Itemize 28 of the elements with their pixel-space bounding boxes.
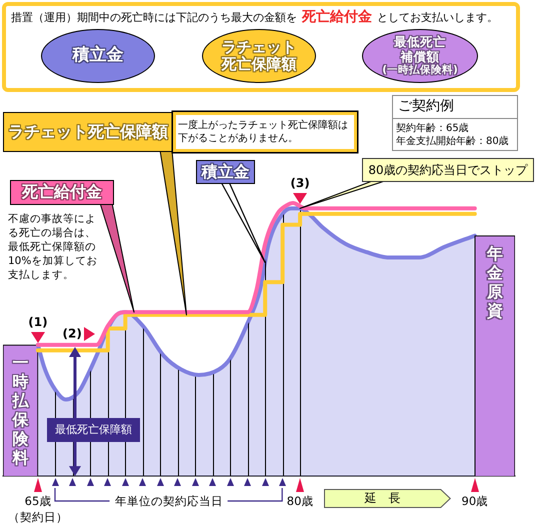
- text: ラチェット死亡保障額: [220, 38, 298, 74]
- text: 積立金: [71, 45, 124, 66]
- x-tick-label: 90歳: [461, 494, 488, 508]
- text: （契約日）: [8, 510, 68, 524]
- text: 一度上がったラチェット死亡保障額は下がることがありません。: [173, 112, 357, 152]
- x-tick-label: 65歳: [24, 494, 52, 508]
- text: 最低死亡補償額: [394, 34, 446, 64]
- text: 年金支払開始年齢：80歳: [396, 135, 509, 148]
- series-label: 一時払保険料: [11, 352, 30, 467]
- text: 死亡給付金: [10, 180, 114, 205]
- text: 年単位の契約応当日: [115, 494, 223, 508]
- text: 措置（運用）期間中の死亡時には下記のうち最大の金額を: [11, 11, 297, 24]
- text: (一時払保険料): [382, 64, 458, 77]
- text: 積立金: [196, 160, 255, 184]
- text: としてお支払いします。: [377, 11, 498, 24]
- annotation: 最低死亡保障額: [47, 418, 140, 442]
- text: ラチェット死亡保障額: [3, 112, 173, 152]
- annotation: 80歳の契約応当日でストップ: [362, 158, 534, 182]
- annotation: 不慮の事故等による死亡の場合は、最低死亡保障額の10%を加算してお支払します。: [8, 212, 98, 282]
- annotation: (1): [28, 314, 48, 330]
- text: ご契約例: [398, 98, 454, 115]
- text: 契約年齢：65歳: [396, 122, 469, 135]
- text: 死亡給付金: [302, 9, 372, 25]
- series-label: 年金原資: [486, 244, 504, 320]
- annotation: (2): [62, 326, 82, 342]
- x-tick-label: 80歳: [286, 494, 314, 508]
- text: 延 長: [364, 491, 400, 506]
- annotation: (3): [290, 176, 310, 191]
